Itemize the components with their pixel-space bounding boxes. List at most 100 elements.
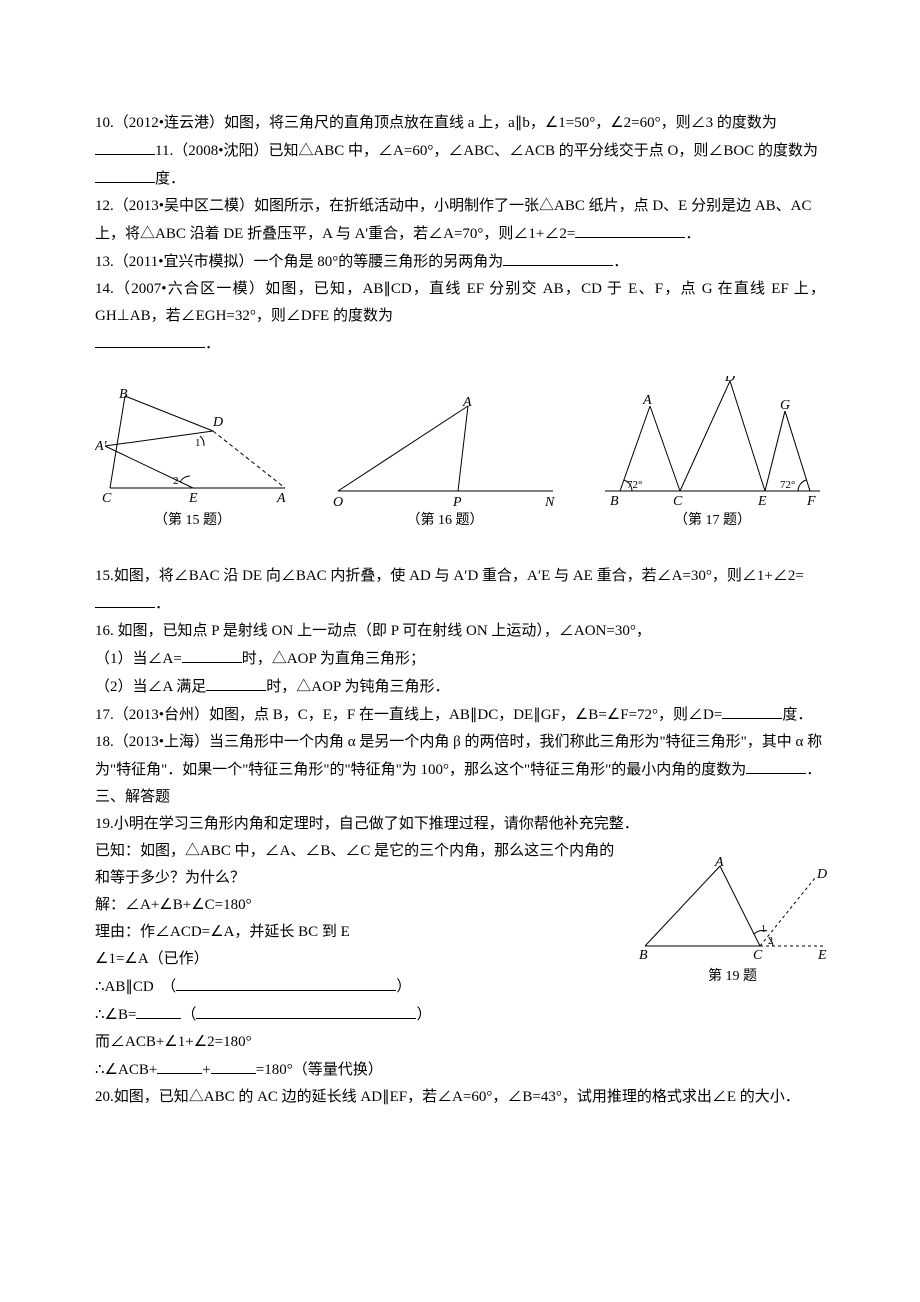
q19-l8: 而∠ACB+∠1+∠2=180° [95,1029,825,1056]
blank-q19-3 [196,1001,416,1019]
figures-row: B D A' C E A 1 2 （第 15 题） O P [95,376,825,533]
q10-text-a: 10.（2012•连云港）如图，将三角尺的直角顶点放在直线 a 上，a∥b，∠1… [95,115,777,131]
q19-l1: 19.小明在学习三角形内角和定理时，自己做了如下推理过程，请你帮他补充完整． [95,811,825,838]
blank-q15 [95,590,155,608]
q19-l7: ∴∠B= （ ） [95,1001,825,1029]
q13-text: 13.（2011•宜兴市模拟）一个角是 80°的等腰三角形的另两角为 ． [95,248,825,276]
cap-17: （第 17 题） [600,508,825,533]
fig15-label-2: 2 [173,475,179,487]
q19-l9a: ∴∠ACB+ [95,1062,157,1078]
q11-text-a: 11.（2008•沈阳）已知△ABC 中，∠A=60°，∠ABC、∠ACB 的平… [155,143,818,159]
q16-l2b: 时，△AOP 为直角三角形； [242,651,425,667]
q19-l7a: ∴∠B= [95,1007,136,1023]
cap-16: （第 16 题） [333,508,558,533]
q17-text: 17.（2013•台州）如图，点 B，C，E，F 在一直线上，AB∥DC，DE∥… [95,701,825,729]
q15-end: ． [155,596,170,612]
blank-q16-2 [206,673,266,691]
q11-suffix: 度． [155,171,185,187]
figure-16: O P N A （第 16 题） [333,396,558,533]
fig17-label-B: B [610,494,619,506]
q12-text: 12.（2013•吴中区二模）如图所示，在折纸活动中，小明制作了一张△ABC 纸… [95,193,825,248]
blank-q10 [95,137,155,155]
q15-text: 15.如图，将∠BAC 沿 DE 向∠BAC 内折叠，使 AD 与 A′D 重合… [95,563,825,618]
fig15-label-A: A [276,491,286,506]
figure-15: B D A' C E A 1 2 （第 15 题） [95,386,290,533]
fig15-label-C: C [102,491,112,506]
blank-q19-5 [211,1056,256,1074]
figure-19: A B C D E 1 2 第 19 题 [635,856,830,989]
blank-q12 [575,220,685,238]
q19-l7b: （ [181,1007,196,1023]
q16-l2: （1）当∠A= 时，△AOP 为直角三角形； [95,645,825,673]
q13-end: ． [613,254,628,270]
blank-q19-4 [157,1056,202,1074]
q18-a: 18.（2013•上海）当三角形中一个内角 α 是另一个内角 β 的两倍时，我们… [95,734,822,778]
fig15-label-Aprime: A' [95,439,108,454]
q19-wrap: A B C D E 1 2 第 19 题 19.小明在学习三角形内角和定理时，自… [95,811,825,1084]
fig17-label-E: E [757,494,767,506]
q16-l1: 16. 如图，已知点 P 是射线 ON 上一动点（即 P 可在射线 ON 上运动… [95,618,825,645]
fig16-label-A: A [462,396,472,410]
q19-l6b: ） [396,979,411,995]
q15-body: 15.如图，将∠BAC 沿 DE 向∠BAC 内折叠，使 AD 与 A′D 重合… [95,568,804,584]
q17-a: 17.（2013•台州）如图，点 B，C，E，F 在一直线上，AB∥DC，DE∥… [95,707,722,723]
fig15-label-B: B [119,387,128,402]
fig19-label-C: C [753,948,763,961]
q10-11-text: 10.（2012•连云港）如图，将三角尺的直角顶点放在直线 a 上，a∥b，∠1… [95,110,825,193]
blank-q13 [503,248,613,266]
fig16-label-P: P [452,495,462,506]
fig19-label-B: B [639,948,648,961]
fig17-svg: A D G B C E F 72° 72° [600,376,825,506]
section-3: 三、解答题 [95,784,825,811]
fig16-svg: O P N A [333,396,558,506]
q14-blank-row: ． [95,330,825,358]
fig17-label-F: F [806,494,816,506]
q16-l3b: 时，△AOP 为钝角三角形． [266,679,449,695]
fig15-label-E: E [188,491,198,506]
blank-q14 [95,330,205,348]
blank-q18 [746,756,806,774]
q18-b: ． [806,762,821,778]
fig15-label-1: 1 [195,437,201,449]
fig17-label-C: C [673,494,683,506]
q16-l3: （2）当∠A 满足 时，△AOP 为钝角三角形． [95,673,825,701]
q16-l2a: （1）当∠A= [95,651,182,667]
q17-b: 度． [782,707,812,723]
q19-l9b: + [202,1062,210,1078]
fig19-label-E: E [817,948,827,961]
q14-end: ． [205,336,220,352]
q20-text: 20.如图，已知△ABC 的 AC 边的延长线 AD∥EF，若∠A=60°，∠B… [95,1084,825,1111]
blank-q16-1 [182,645,242,663]
q12-body: 12.（2013•吴中区二模）如图所示，在折纸活动中，小明制作了一张△ABC 纸… [95,198,812,242]
q19-l9c: =180°（等量代换） [256,1062,383,1078]
blank-q19-2 [136,1001,181,1019]
q19-l9: ∴∠ACB+ + =180°（等量代换） [95,1056,825,1084]
cap-19: 第 19 题 [635,964,830,989]
cap-15: （第 15 题） [95,508,290,533]
q19-l6a: ∴AB∥CD （ [95,979,176,995]
blank-q11 [95,165,155,183]
q16-l3a: （2）当∠A 满足 [95,679,206,695]
blank-q17 [722,701,782,719]
fig19-label-A: A [714,856,724,870]
fig19-label-1: 1 [761,924,766,935]
fig16-label-N: N [544,495,555,506]
fig17-label-G: G [780,398,790,413]
q18-text: 18.（2013•上海）当三角形中一个内角 α 是另一个内角 β 的两倍时，我们… [95,729,825,784]
fig17-ang2: 72° [780,479,795,491]
fig15-label-D: D [212,415,223,430]
fig15-svg: B D A' C E A 1 2 [95,386,290,506]
q13-body: 13.（2011•宜兴市模拟）一个角是 80°的等腰三角形的另两角为 [95,254,503,270]
q19-l7c: ） [416,1007,431,1023]
fig19-label-D: D [816,867,827,882]
fig19-svg: A B C D E 1 2 [635,856,830,961]
q14-body: 14.（2007•六合区一模）如图，已知，AB∥CD，直线 EF 分别交 AB，… [95,281,825,324]
q12-end: ． [685,226,700,242]
figure-17: A D G B C E F 72° 72° （第 17 题） [600,376,825,533]
fig17-label-A: A [642,393,652,408]
fig17-label-D: D [724,376,735,385]
blank-q19-1 [176,973,396,991]
q14-text: 14.（2007•六合区一模）如图，已知，AB∥CD，直线 EF 分别交 AB，… [95,276,825,330]
fig19-label-2: 2 [768,936,773,947]
fig17-ang1: 72° [627,479,642,491]
